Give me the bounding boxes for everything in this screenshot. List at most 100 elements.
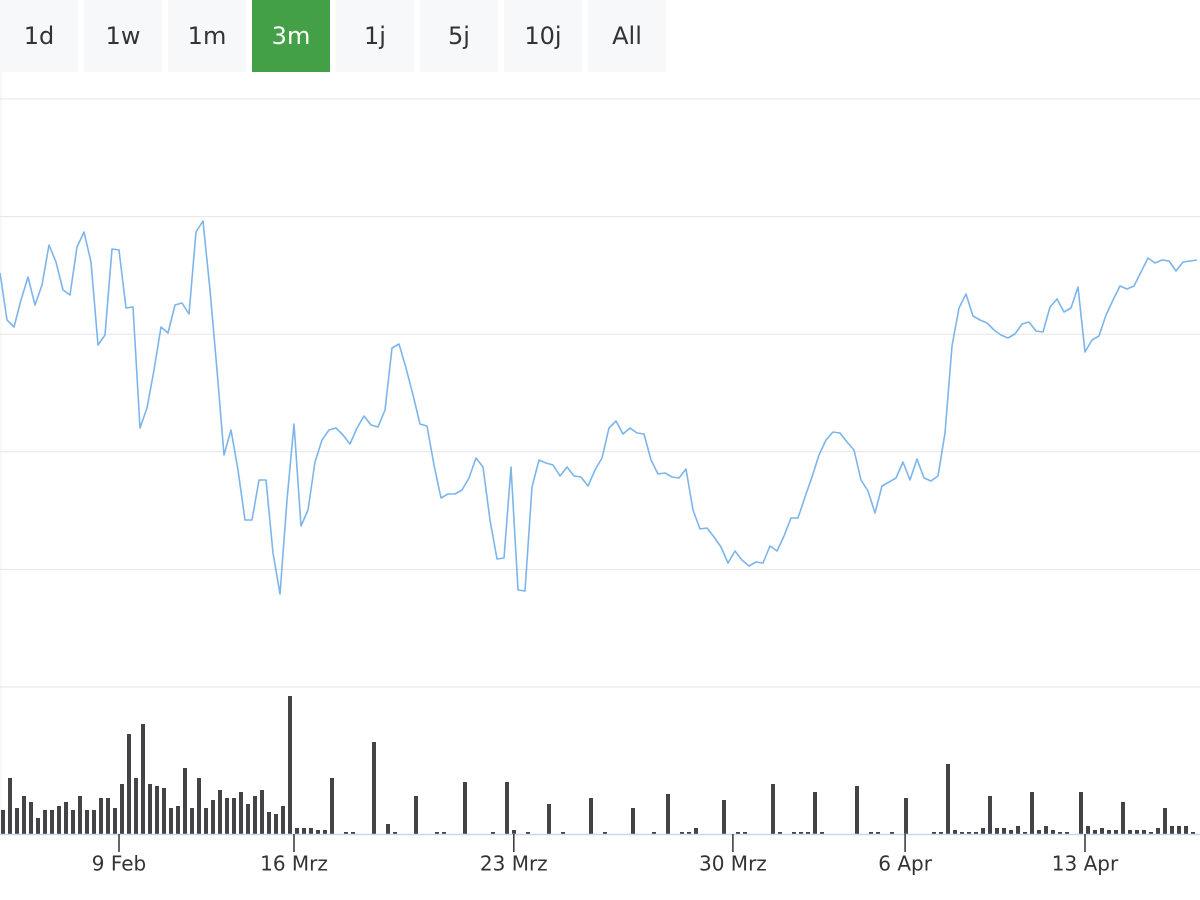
- volume-bar: [561, 832, 565, 834]
- volume-bar: [435, 832, 439, 834]
- volume-bar: [1170, 826, 1174, 834]
- range-button[interactable]: 10j: [504, 0, 582, 72]
- volume-bar: [1044, 826, 1048, 834]
- volume-bar: [57, 806, 61, 834]
- volume-bar: [512, 830, 516, 834]
- volume-bar: [876, 832, 880, 834]
- volume-bar: [1135, 830, 1139, 834]
- volume-bar: [666, 794, 670, 834]
- volume-bar: [792, 832, 796, 834]
- volume-bar: [547, 804, 551, 834]
- volume-bar: [414, 796, 418, 834]
- volume-bar: [351, 832, 355, 834]
- volume-bar: [393, 832, 397, 834]
- volume-bar: [1177, 826, 1181, 834]
- x-tick-label: 30 Mrz: [699, 852, 767, 876]
- price-line: [0, 220, 1198, 595]
- volume-bar: [806, 832, 810, 834]
- volume-bar: [232, 798, 236, 834]
- volume-bar: [722, 800, 726, 834]
- volume-bar: [463, 782, 467, 834]
- volume-bar: [113, 808, 117, 834]
- volume-bar: [246, 804, 250, 834]
- volume-bar: [8, 778, 12, 834]
- volume-bar: [99, 798, 103, 834]
- volume-bar: [211, 800, 215, 834]
- volume-bar: [743, 832, 747, 834]
- range-button[interactable]: All: [588, 0, 666, 72]
- volume-bar: [946, 764, 950, 834]
- volume-bar: [1184, 826, 1188, 834]
- volume-bar: [1051, 830, 1055, 834]
- range-button[interactable]: 1w: [84, 0, 162, 72]
- volume-bar: [1163, 808, 1167, 834]
- volume-bar: [1030, 792, 1034, 834]
- volume-bar: [988, 796, 992, 834]
- x-tick-label: 16 Mrz: [260, 852, 328, 876]
- volume-bar: [78, 796, 82, 834]
- volume-bar: [932, 832, 936, 834]
- volume-bar: [939, 832, 943, 834]
- volume-bar: [190, 808, 194, 834]
- range-button[interactable]: 1m: [168, 0, 246, 72]
- volume-bar: [813, 792, 817, 834]
- volume-bar: [36, 818, 40, 834]
- volume-bar: [736, 832, 740, 834]
- volume-bar: [1037, 830, 1041, 834]
- volume-bar: [253, 796, 257, 834]
- volume-bar: [127, 734, 131, 834]
- volume-bar: [316, 830, 320, 834]
- volume-bar: [778, 832, 782, 834]
- volume-bar: [1009, 830, 1013, 834]
- volume-bar: [134, 778, 138, 834]
- volume-bar: [29, 802, 33, 834]
- volume-bar: [1114, 830, 1118, 834]
- volume-bar: [64, 802, 68, 834]
- volume-bar: [1149, 832, 1153, 834]
- volume-bar: [904, 798, 908, 834]
- range-button[interactable]: 3m: [252, 0, 330, 72]
- volume-bar: [281, 806, 285, 834]
- volume-bar: [330, 778, 334, 834]
- range-button[interactable]: 5j: [420, 0, 498, 72]
- x-tick-label: 23 Mrz: [480, 852, 548, 876]
- volume-bar: [386, 824, 390, 834]
- volume-bar: [652, 832, 656, 834]
- volume-bar: [1100, 828, 1104, 834]
- x-tick-label: 9 Feb: [92, 852, 147, 876]
- volume-bar: [302, 828, 306, 834]
- volume-bar: [176, 806, 180, 834]
- range-button[interactable]: 1d: [0, 0, 78, 72]
- volume-bar: [344, 832, 348, 834]
- x-tick-label: 6 Apr: [878, 852, 932, 876]
- x-tick-label: 13 Apr: [1052, 852, 1119, 876]
- volume-bar: [1156, 828, 1160, 834]
- volume-bar: [43, 810, 47, 834]
- volume-bar: [631, 808, 635, 834]
- volume-bar: [1142, 830, 1146, 834]
- volume-bar: [85, 810, 89, 834]
- volume-bar: [1016, 826, 1020, 834]
- volume-bar: [981, 828, 985, 834]
- volume-bar: [1023, 832, 1027, 834]
- volume-bar: [967, 832, 971, 834]
- volume-bar: [183, 768, 187, 834]
- volume-bar: [771, 784, 775, 834]
- volume-bar: [442, 832, 446, 834]
- volume-bar: [106, 798, 110, 834]
- volume-bar: [323, 830, 327, 834]
- volume-bar: [1086, 826, 1090, 834]
- volume-bar: [869, 832, 873, 834]
- volume-bar: [589, 798, 593, 834]
- volume-bar: [1, 810, 5, 834]
- volume-bar: [162, 788, 166, 834]
- volume-bar: [288, 696, 292, 834]
- volume-bar: [169, 808, 173, 834]
- volume-bar: [309, 828, 313, 834]
- volume-bar: [225, 798, 229, 834]
- volume-bar: [141, 724, 145, 834]
- volume-bar: [995, 828, 999, 834]
- volume-bar: [1002, 828, 1006, 834]
- range-button[interactable]: 1j: [336, 0, 414, 72]
